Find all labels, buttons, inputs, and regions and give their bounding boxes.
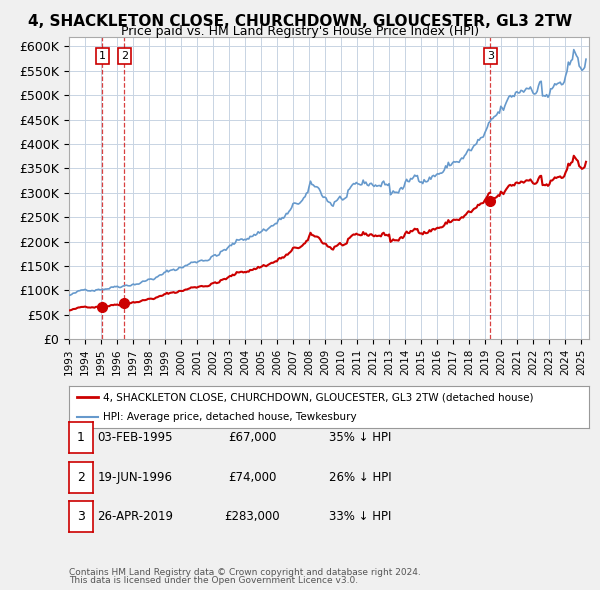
Text: 3: 3: [487, 51, 494, 61]
Text: 3: 3: [77, 510, 85, 523]
Text: HPI: Average price, detached house, Tewkesbury: HPI: Average price, detached house, Tewk…: [103, 412, 356, 422]
Text: This data is licensed under the Open Government Licence v3.0.: This data is licensed under the Open Gov…: [69, 576, 358, 585]
Text: £283,000: £283,000: [224, 510, 280, 523]
Text: 19-JUN-1996: 19-JUN-1996: [97, 471, 173, 484]
Text: Contains HM Land Registry data © Crown copyright and database right 2024.: Contains HM Land Registry data © Crown c…: [69, 568, 421, 577]
Text: 2: 2: [77, 471, 85, 484]
Text: £74,000: £74,000: [228, 471, 276, 484]
Text: 26% ↓ HPI: 26% ↓ HPI: [329, 471, 391, 484]
Text: 2: 2: [121, 51, 128, 61]
Text: 35% ↓ HPI: 35% ↓ HPI: [329, 431, 391, 444]
Text: £67,000: £67,000: [228, 431, 276, 444]
Text: 1: 1: [77, 431, 85, 444]
Text: 1: 1: [99, 51, 106, 61]
Text: Price paid vs. HM Land Registry's House Price Index (HPI): Price paid vs. HM Land Registry's House …: [121, 25, 479, 38]
Text: 26-APR-2019: 26-APR-2019: [97, 510, 173, 523]
Text: 33% ↓ HPI: 33% ↓ HPI: [329, 510, 391, 523]
Text: 03-FEB-1995: 03-FEB-1995: [97, 431, 173, 444]
Text: 4, SHACKLETON CLOSE, CHURCHDOWN, GLOUCESTER, GL3 2TW (detached house): 4, SHACKLETON CLOSE, CHURCHDOWN, GLOUCES…: [103, 392, 533, 402]
Text: 4, SHACKLETON CLOSE, CHURCHDOWN, GLOUCESTER, GL3 2TW: 4, SHACKLETON CLOSE, CHURCHDOWN, GLOUCES…: [28, 14, 572, 28]
